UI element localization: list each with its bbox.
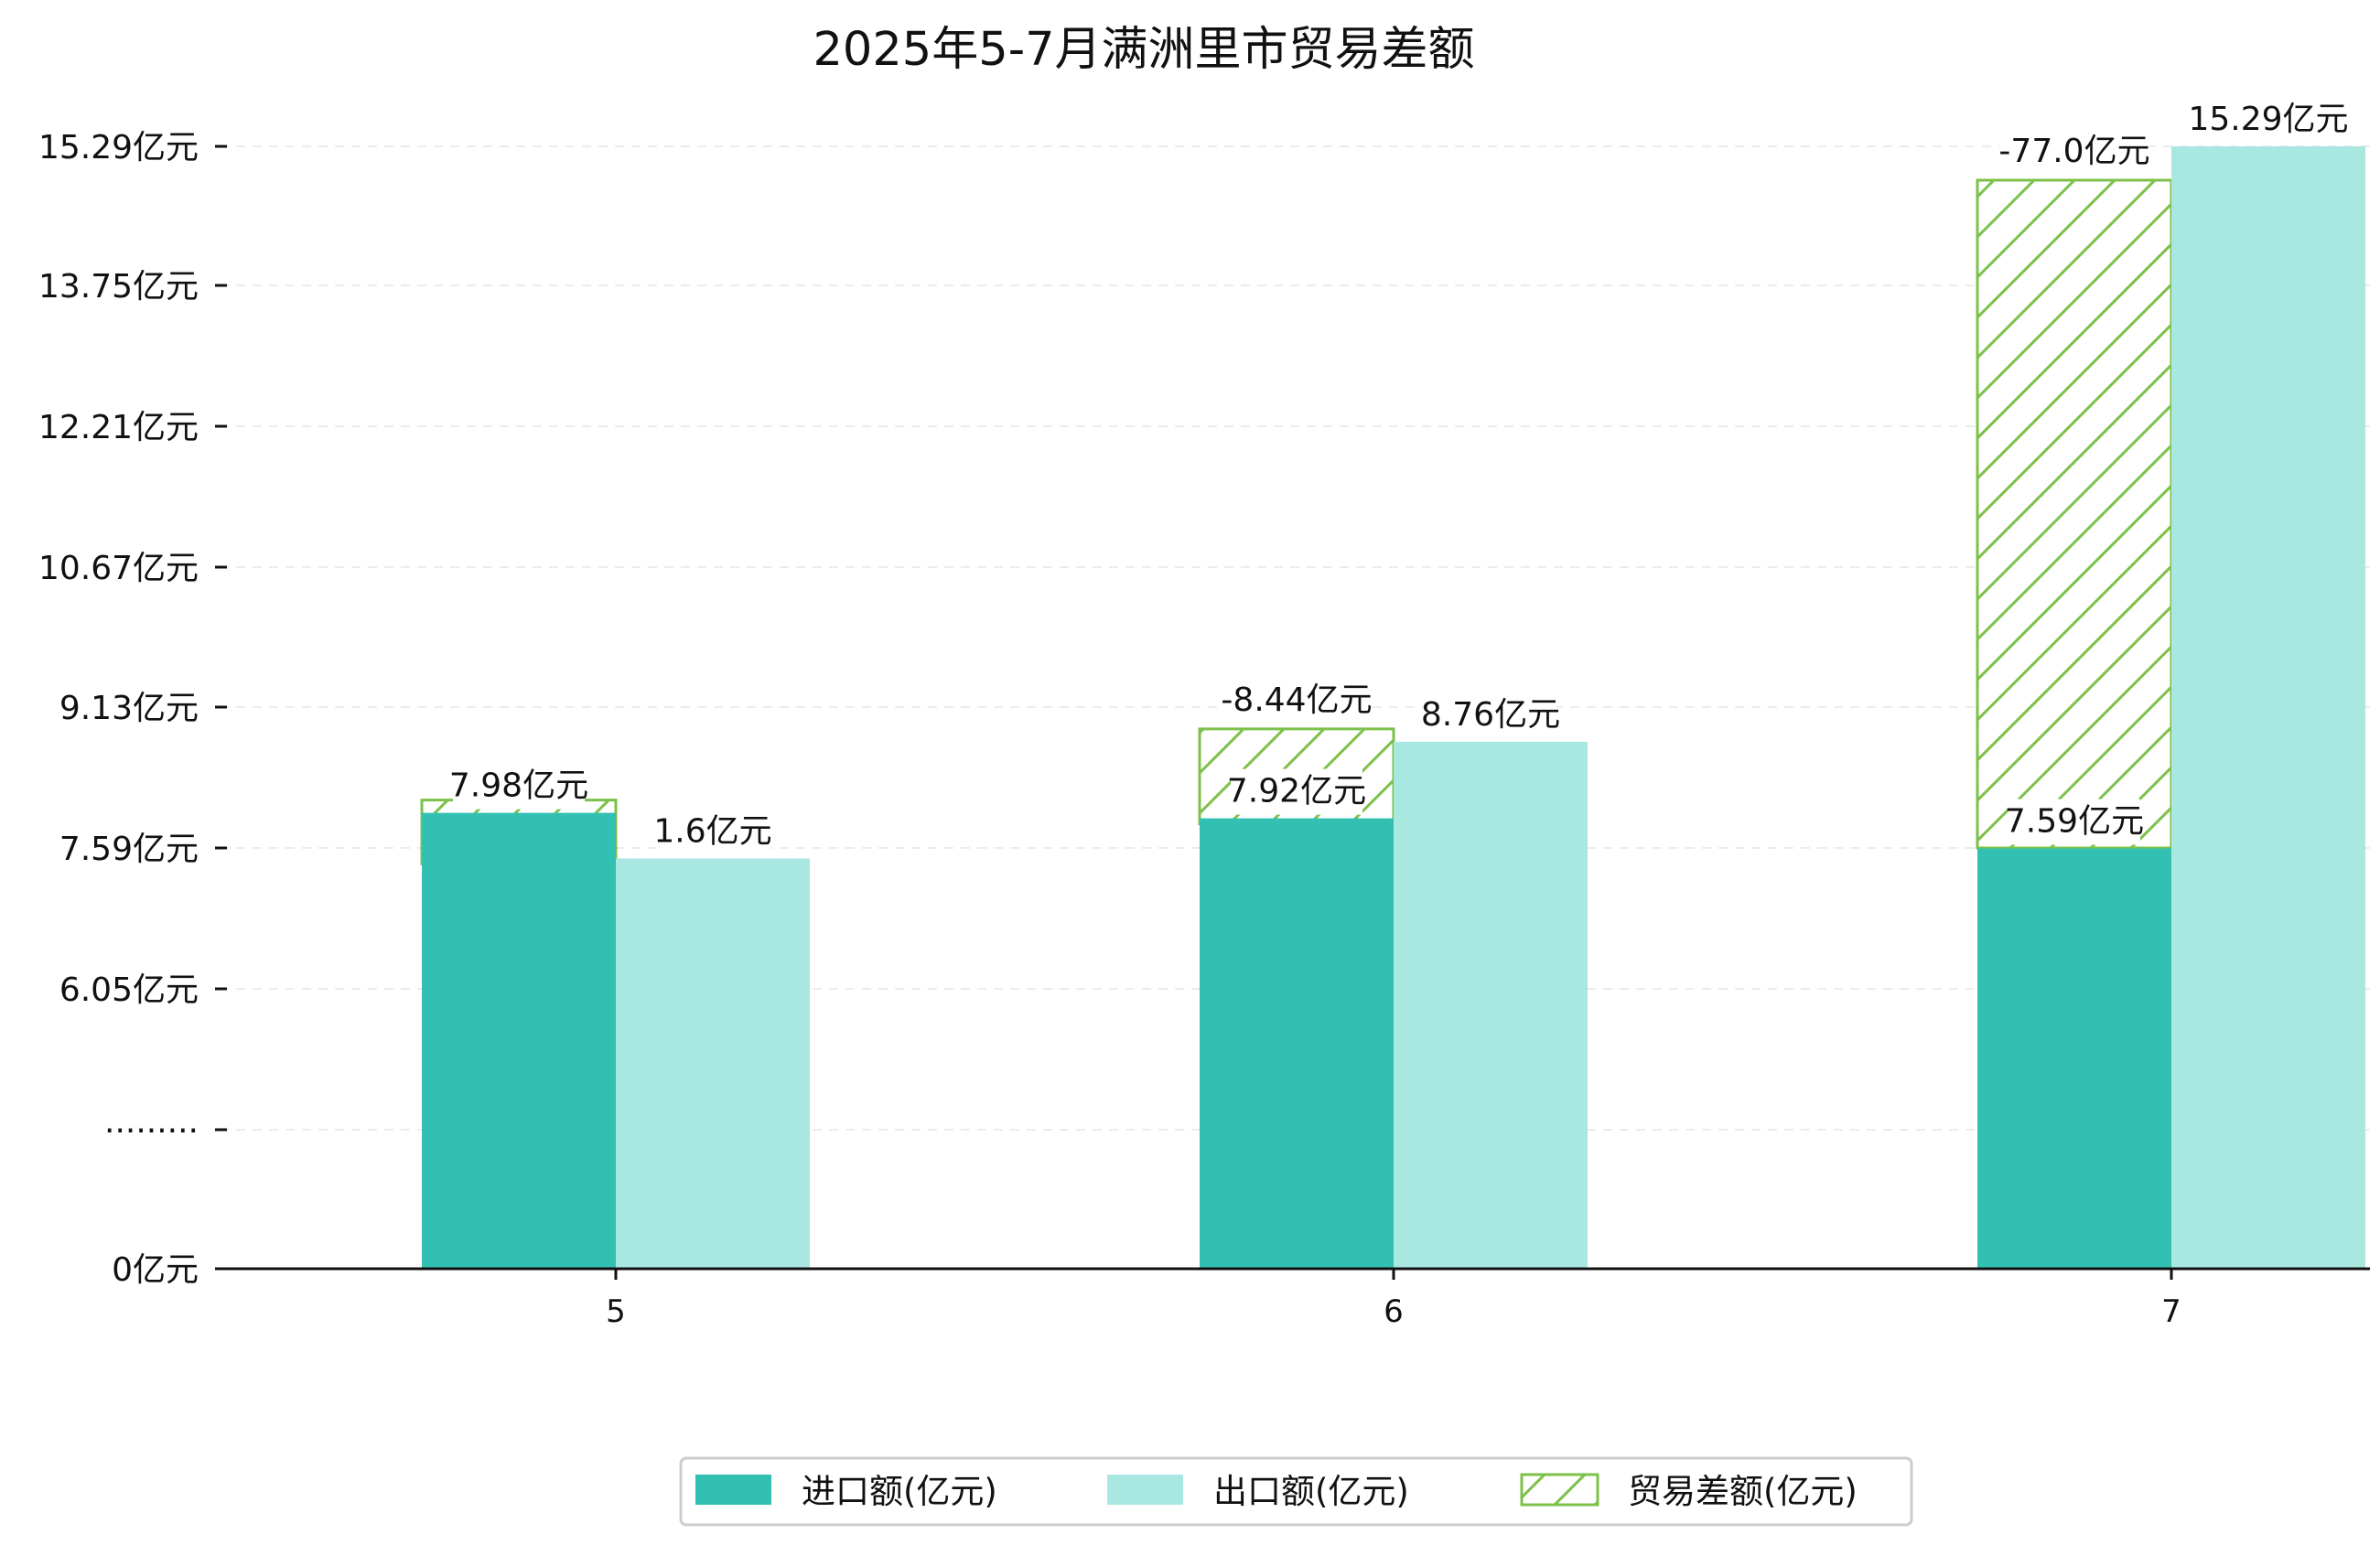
y-tick-label: 9.13亿元 <box>59 690 199 727</box>
import-bar <box>1977 848 2171 1269</box>
balance-value-label: -8.44亿元 <box>1221 681 1372 719</box>
data-labels: 7.98亿元 1.6亿元 7.92亿元 8.76亿元 -8.44亿元 7.59亿元 15.2… <box>449 97 2349 855</box>
balance-bar <box>1976 178 2173 850</box>
import-value-label-bg <box>453 763 585 810</box>
legend-label-import: 进口额(亿元) <box>802 1472 997 1511</box>
x-tick-label: 6 <box>1384 1293 1404 1330</box>
legend-swatch-import <box>695 1475 771 1505</box>
balance-value-label: -77.0亿元 <box>1998 133 2149 170</box>
import-value-label: 7.59亿元 <box>2005 803 2144 841</box>
import-value-label-bg <box>2008 799 2140 845</box>
y-tick-label: 10.67亿元 <box>38 550 199 587</box>
y-tick-label: ········· <box>104 1112 199 1150</box>
legend-swatch-export <box>1107 1475 1183 1505</box>
export-value-label-bg <box>655 809 770 855</box>
legend-label-export: 出口额(亿元) <box>1213 1472 1409 1511</box>
y-tick-label: 0亿元 <box>112 1251 199 1289</box>
export-value-label-bg <box>2193 97 2343 143</box>
export-value-label-bg <box>1425 692 1556 738</box>
x-axis-ticks: 5 6 7 <box>606 1269 2181 1330</box>
x-tick-label: 5 <box>606 1293 626 1330</box>
import-bar <box>422 812 616 1269</box>
legend-box <box>679 1456 1913 1527</box>
chart-title: 2025年5-7月满洲里市贸易差额 <box>813 23 1474 77</box>
export-value-label: 15.29亿元 <box>2188 101 2348 138</box>
legend-label-balance: 贸易差额(亿元) <box>1628 1472 1858 1511</box>
y-tick-label: 13.75亿元 <box>38 268 199 306</box>
y-tick-label: 15.29亿元 <box>38 129 199 166</box>
y-tick-label: 12.21亿元 <box>38 409 199 446</box>
import-value-label-bg <box>1231 768 1362 815</box>
balance-value-label-bg <box>1999 129 2149 175</box>
import-value-label: 7.92亿元 <box>1227 773 1366 810</box>
export-bar <box>1394 741 1588 1269</box>
export-bar <box>2171 146 2365 1269</box>
import-value-label: 7.98亿元 <box>449 767 588 805</box>
balance-value-label-bg <box>1222 677 1372 724</box>
legend: 进口额(亿元) 出口额(亿元) 贸易差额(亿元) <box>679 1456 1913 1527</box>
y-tick-label: 7.59亿元 <box>59 831 199 868</box>
export-value-label: 1.6亿元 <box>653 812 771 850</box>
x-tick-label: 7 <box>2161 1293 2181 1330</box>
y-axis-ticks: 0亿元 ········· 6.05亿元 7.59亿元 9.13亿元 10.67亿元 12.… <box>38 129 227 1289</box>
bars <box>420 146 2365 1269</box>
y-tick-label: 6.05亿元 <box>59 971 199 1009</box>
import-bar <box>1200 818 1394 1269</box>
export-value-label: 8.76亿元 <box>1421 696 1560 734</box>
export-bar <box>616 858 810 1269</box>
legend-swatch-balance <box>1520 1473 1599 1507</box>
